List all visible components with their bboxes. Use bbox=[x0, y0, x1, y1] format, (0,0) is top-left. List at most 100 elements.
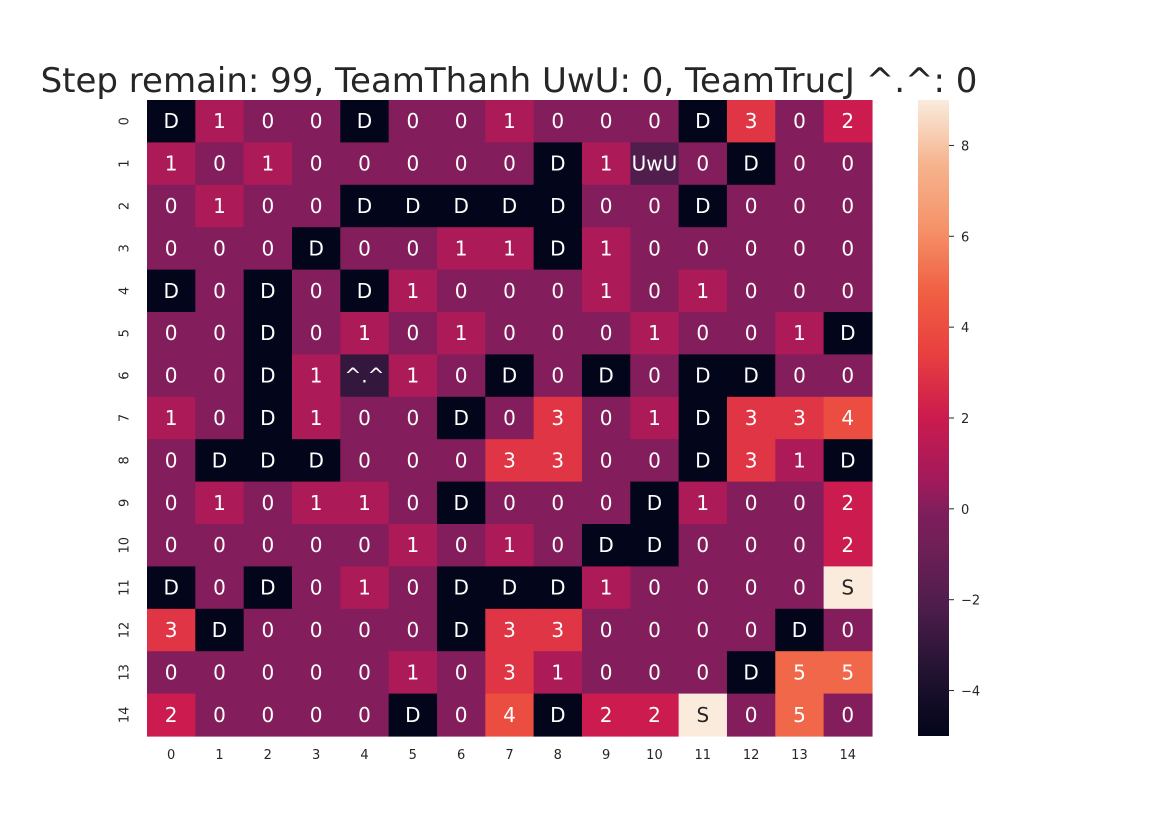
chart-title: Step remain: 99, TeamThanh UwU: 0, TeamT… bbox=[41, 61, 978, 101]
cell-label: 0 bbox=[793, 364, 806, 388]
heatmap-cell bbox=[388, 481, 438, 525]
heatmap-cell bbox=[726, 396, 776, 440]
cell-label: 1 bbox=[406, 660, 419, 684]
cell-label: 0 bbox=[406, 576, 419, 600]
heatmap-cell bbox=[581, 439, 631, 483]
cell-label: 0 bbox=[841, 152, 854, 176]
x-tick-label: 9 bbox=[602, 748, 610, 763]
cell-label: 0 bbox=[213, 660, 226, 684]
y-tick-label: 14 bbox=[118, 707, 133, 724]
cell-label: 3 bbox=[165, 618, 178, 642]
cell-label: 0 bbox=[600, 109, 613, 133]
cell-label: 0 bbox=[648, 236, 661, 260]
heatmap-cell bbox=[195, 396, 245, 440]
heatmap-cell bbox=[533, 566, 583, 610]
cell-label: 0 bbox=[551, 491, 564, 515]
cell-label: 0 bbox=[310, 321, 323, 345]
cell-label: D bbox=[502, 194, 517, 218]
heatmap-cell bbox=[533, 524, 583, 567]
heatmap-cell bbox=[775, 524, 825, 567]
cell-label: 0 bbox=[310, 279, 323, 303]
colorbar-tick-label: 6 bbox=[961, 230, 969, 245]
x-tick-label: 10 bbox=[646, 748, 663, 763]
heatmap-cell bbox=[436, 481, 486, 525]
cell-label: 0 bbox=[745, 194, 758, 218]
cell-label: 0 bbox=[455, 152, 468, 176]
cell-label: 1 bbox=[648, 321, 661, 345]
heatmap-cell bbox=[485, 439, 535, 483]
heatmap-cell bbox=[291, 142, 341, 186]
heatmap-cell bbox=[436, 439, 486, 483]
cell-label: 0 bbox=[455, 364, 468, 388]
heatmap-cell bbox=[485, 269, 535, 313]
cell-label: D bbox=[405, 194, 420, 218]
heatmap-cell bbox=[581, 184, 631, 228]
heatmap-cell bbox=[388, 312, 438, 355]
cell-label: 0 bbox=[261, 703, 274, 727]
heatmap-cell bbox=[485, 312, 535, 355]
y-tick-label: 5 bbox=[118, 329, 133, 337]
cell-label: 0 bbox=[261, 194, 274, 218]
heatmap-cell bbox=[340, 608, 390, 652]
cell-label: 3 bbox=[551, 448, 564, 472]
y-tick-label: 1 bbox=[118, 159, 133, 167]
cell-label: 5 bbox=[793, 703, 806, 727]
heatmap-cell bbox=[630, 524, 680, 567]
cell-label: 0 bbox=[551, 533, 564, 557]
cell-label: 0 bbox=[455, 109, 468, 133]
heatmap-cell bbox=[243, 269, 293, 313]
cell-label: 0 bbox=[213, 533, 226, 557]
cell-label: D bbox=[550, 703, 565, 727]
cell-label: D bbox=[308, 448, 323, 472]
heatmap-cell bbox=[195, 227, 245, 271]
heatmap-cell bbox=[678, 227, 728, 271]
heatmap-cell bbox=[340, 142, 390, 186]
heatmap-cell bbox=[581, 142, 631, 186]
cell-label: 0 bbox=[406, 618, 419, 642]
heatmap-cell bbox=[630, 693, 680, 737]
heatmap-cell bbox=[630, 142, 680, 186]
cell-label: 0 bbox=[358, 448, 371, 472]
heatmap-cell bbox=[823, 354, 873, 398]
cell-label: D bbox=[598, 364, 613, 388]
heatmap-cell bbox=[775, 396, 825, 440]
cell-label: 3 bbox=[745, 448, 758, 472]
heatmap-cell bbox=[243, 651, 293, 695]
cell-label: D bbox=[695, 406, 710, 430]
heatmap-cell bbox=[243, 227, 293, 271]
cell-label: 0 bbox=[503, 279, 516, 303]
heatmap-cell bbox=[775, 269, 825, 313]
heatmap-cell bbox=[533, 184, 583, 228]
heatmap-cell bbox=[147, 481, 196, 525]
heatmap-cell bbox=[823, 651, 873, 695]
heatmap-cell bbox=[775, 184, 825, 228]
cell-label: 0 bbox=[261, 109, 274, 133]
heatmap-cell bbox=[147, 269, 196, 313]
heatmap-cell bbox=[533, 651, 583, 695]
cell-label: D bbox=[695, 109, 710, 133]
cell-label: 0 bbox=[696, 152, 709, 176]
heatmap-cell bbox=[388, 651, 438, 695]
heatmap-cell bbox=[340, 269, 390, 313]
cell-label: 0 bbox=[745, 533, 758, 557]
cell-label: D bbox=[550, 194, 565, 218]
heatmap-cell bbox=[823, 100, 873, 143]
heatmap-cell bbox=[195, 524, 245, 567]
cell-label: D bbox=[453, 576, 468, 600]
heatmap-cell bbox=[291, 608, 341, 652]
heatmap-cell bbox=[195, 651, 245, 695]
cell-label: 0 bbox=[406, 236, 419, 260]
heatmap-cell bbox=[533, 142, 583, 186]
cell-label: 0 bbox=[696, 321, 709, 345]
cell-label: 0 bbox=[793, 152, 806, 176]
heatmap-cell bbox=[147, 439, 196, 483]
cell-label: 0 bbox=[358, 703, 371, 727]
heatmap-cell bbox=[775, 566, 825, 610]
heatmap-cell bbox=[340, 651, 390, 695]
heatmap-cell bbox=[147, 312, 196, 355]
heatmap-cell bbox=[147, 396, 196, 440]
heatmap-cell bbox=[243, 439, 293, 483]
heatmap-cell bbox=[147, 354, 196, 398]
x-tick-label: 4 bbox=[360, 748, 368, 763]
heatmap-cell bbox=[823, 227, 873, 271]
